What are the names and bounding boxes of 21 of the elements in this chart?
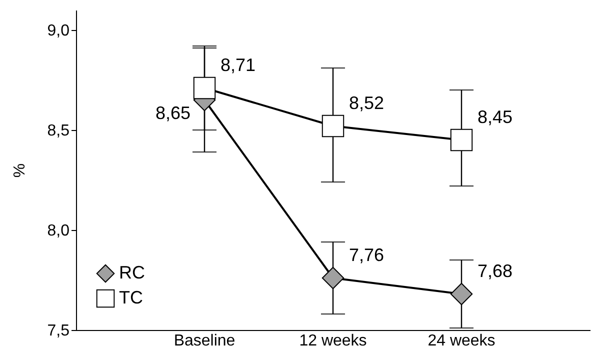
y-tick-label: 7,5 [47,322,70,340]
x-tick-label: 24 weeks [428,332,496,350]
legend-label: TC [119,288,143,308]
point [322,266,344,290]
data-label: 8,52 [349,93,384,113]
point [193,76,216,100]
point [450,282,473,306]
data-label: 7,76 [349,245,384,265]
data-label: 8,45 [478,107,513,127]
point [322,114,344,138]
data-label: 8,65 [155,103,190,123]
y-tick-label: 9,0 [47,22,70,40]
point [450,128,473,152]
y-axis-title: % [11,163,28,178]
legend-label: RC [119,262,145,282]
x-tick-label: Baseline [174,332,236,350]
x-tick-label: 12 weeks [299,332,367,350]
y-tick-label: 8,5 [47,122,70,140]
y-tick-label: 8,0 [47,222,70,240]
data-label: 7,68 [478,261,513,281]
data-label: 8,71 [220,55,256,75]
